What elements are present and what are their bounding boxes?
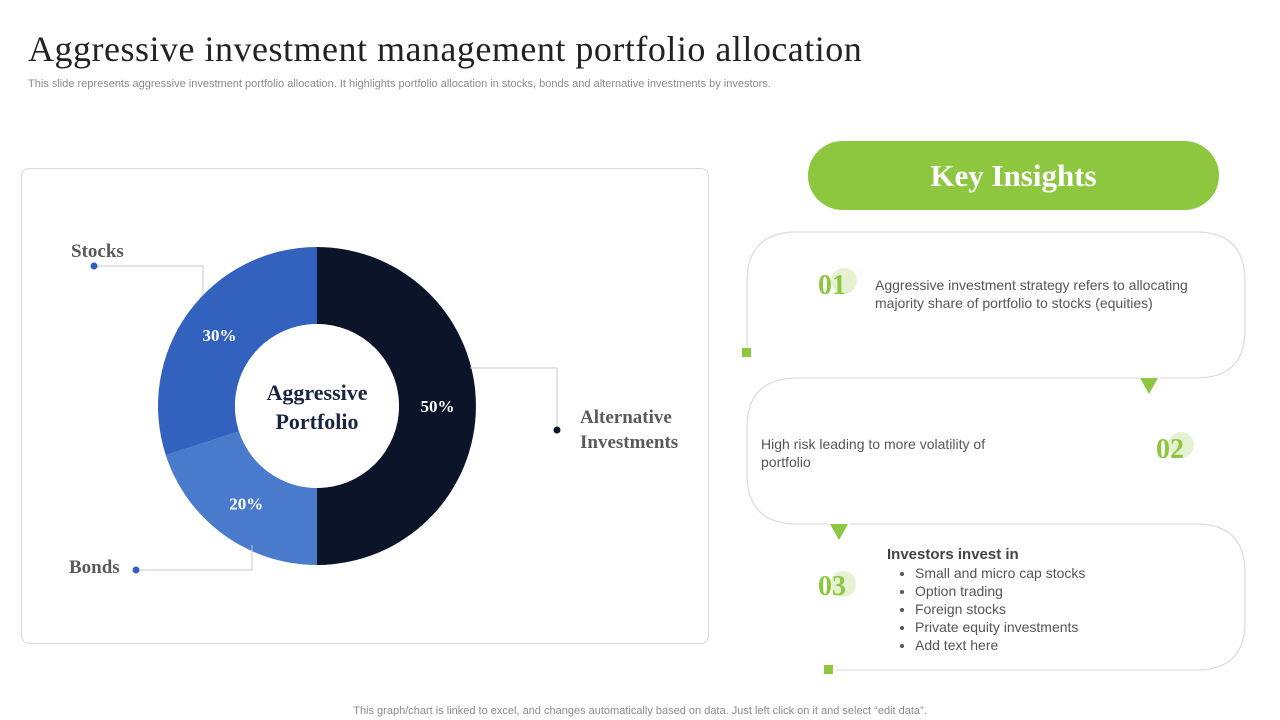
page-title: Aggressive investment management portfol… bbox=[28, 29, 863, 69]
alternative-callout-line1: Alternative bbox=[580, 407, 672, 428]
key-insights-header: Key Insights bbox=[808, 141, 1219, 210]
bullet-item: Option trading bbox=[915, 582, 1187, 600]
slice-value-label: 20% bbox=[229, 495, 263, 514]
insight-2-text: High risk leading to more volatility of … bbox=[761, 436, 986, 470]
insight-2-number-bubble bbox=[1168, 432, 1194, 458]
insight-3-bullets: Small and micro cap stocks Option tradin… bbox=[887, 564, 1187, 654]
insight-3-number-bubble bbox=[830, 571, 856, 597]
bonds-callout-label: Bonds bbox=[69, 557, 120, 578]
insight-2-number: 02 bbox=[1156, 434, 1184, 465]
footnote: This graph/chart is linked to excel, and… bbox=[353, 705, 927, 717]
insight-3-number: 03 bbox=[818, 571, 846, 602]
insight-1-text: Aggressive investment strategy refers to… bbox=[875, 277, 1188, 311]
insight-3-heading: Investors invest in bbox=[887, 546, 1019, 563]
slice-stocks[interactable] bbox=[158, 247, 317, 456]
donut-center-label: Aggressive Portfolio bbox=[232, 378, 402, 436]
bullet-item: Private equity investments bbox=[915, 618, 1187, 636]
donut-hole bbox=[235, 324, 399, 488]
alternative-leader-line bbox=[470, 367, 558, 430]
slice-bonds[interactable] bbox=[165, 431, 317, 565]
insight-1-number: 01 bbox=[818, 270, 846, 301]
bullet-item: Foreign stocks bbox=[915, 600, 1187, 618]
alternative-callout-line2: Investments bbox=[580, 432, 679, 453]
slice-value-label: 30% bbox=[203, 326, 237, 345]
alternative-callout-dot bbox=[553, 426, 561, 434]
stocks-callout-label: Stocks bbox=[71, 241, 124, 262]
stocks-leader-line bbox=[94, 265, 204, 295]
bonds-callout-dot bbox=[132, 566, 140, 574]
slice-alternative-investments[interactable] bbox=[317, 247, 476, 565]
page-subtitle: This slide represents aggressive investm… bbox=[28, 78, 771, 90]
bullet-item: Small and micro cap stocks bbox=[915, 564, 1187, 582]
insight-1-number-bubble bbox=[831, 268, 857, 294]
bullet-item: Add text here bbox=[915, 636, 1187, 654]
bonds-leader-line bbox=[136, 545, 253, 571]
center-label-line1: Aggressive bbox=[266, 380, 368, 405]
stocks-callout-dot bbox=[90, 262, 98, 270]
center-label-line2: Portfolio bbox=[275, 409, 359, 434]
slice-value-label: 50% bbox=[421, 397, 455, 416]
alternative-callout-label: Alternative Investments bbox=[580, 405, 678, 455]
chart-panel bbox=[21, 168, 709, 644]
insight-3-content: Investors invest in Small and micro cap … bbox=[887, 546, 1187, 654]
